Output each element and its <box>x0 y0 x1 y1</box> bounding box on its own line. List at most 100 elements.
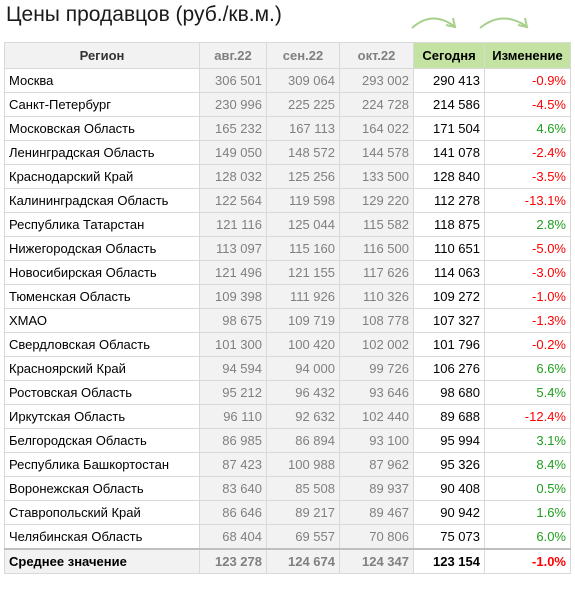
row-today: 128 840 <box>413 164 485 189</box>
row-today: 112 278 <box>413 188 485 213</box>
row-oct: 89 937 <box>339 476 414 501</box>
row-aug: 230 996 <box>199 92 267 117</box>
row-oct: 110 326 <box>339 284 414 309</box>
table-row: Иркутская Область 96 110 92 632 102 440 89 6… <box>4 404 571 429</box>
table-row: Красноярский Край 94 594 94 000 99 726 106 2… <box>4 356 571 381</box>
row-change: -1.0% <box>484 284 571 309</box>
table-row: Белгородская Область 86 985 86 894 93 100 95… <box>4 428 571 453</box>
row-region: Челябинская Область <box>4 524 200 549</box>
row-region: Москва <box>4 68 200 93</box>
row-sep: 109 719 <box>266 308 340 333</box>
row-region: Красноярский Край <box>4 356 200 381</box>
table-header-row: Регион авг.22 сен.22 окт.22 Сегодня Изме… <box>4 42 571 69</box>
row-sep: 111 926 <box>266 284 340 309</box>
row-sep: 225 225 <box>266 92 340 117</box>
row-change: 6.6% <box>484 356 571 381</box>
row-change: 5.4% <box>484 380 571 405</box>
row-region: ХМАО <box>4 308 200 333</box>
row-aug: 96 110 <box>199 404 267 429</box>
row-today: 90 942 <box>413 500 485 525</box>
column-header-region[interactable]: Регион <box>4 42 200 69</box>
row-sep: 94 000 <box>266 356 340 381</box>
table-row: Ставропольский Край 86 646 89 217 89 467 90 … <box>4 500 571 525</box>
row-oct: 70 806 <box>339 524 414 549</box>
table-row: Краснодарский Край 128 032 125 256 133 500 1… <box>4 164 571 189</box>
row-aug: 113 097 <box>199 236 267 261</box>
row-oct: 99 726 <box>339 356 414 381</box>
table-row: Калининградская Область 122 564 119 598 129… <box>4 188 571 213</box>
row-sep: 148 572 <box>266 140 340 165</box>
row-aug: 101 300 <box>199 332 267 357</box>
row-change: -13.1% <box>484 188 571 213</box>
row-region: Воронежская Область <box>4 476 200 501</box>
row-aug: 94 594 <box>199 356 267 381</box>
row-today: 214 586 <box>413 92 485 117</box>
row-today: 114 063 <box>413 260 485 285</box>
row-today: 90 408 <box>413 476 485 501</box>
column-header-oct[interactable]: окт.22 <box>339 42 414 69</box>
column-header-today[interactable]: Сегодня <box>413 42 485 69</box>
row-oct: 293 002 <box>339 68 414 93</box>
row-change: -3.5% <box>484 164 571 189</box>
row-oct: 117 626 <box>339 260 414 285</box>
row-oct: 108 778 <box>339 308 414 333</box>
row-today: 110 651 <box>413 236 485 261</box>
row-region: Иркутская Область <box>4 404 200 429</box>
row-aug: 109 398 <box>199 284 267 309</box>
average-row: Среднее значение 123 278 124 674 124 347… <box>4 547 571 574</box>
row-change: -12.4% <box>484 404 571 429</box>
row-oct: 93 100 <box>339 428 414 453</box>
row-aug: 121 116 <box>199 212 267 237</box>
row-change: 3.1% <box>484 428 571 453</box>
arrow-change-icon <box>479 17 529 29</box>
row-change: -3.0% <box>484 260 571 285</box>
column-header-aug[interactable]: авг.22 <box>199 42 267 69</box>
row-region: Нижегородская Область <box>4 236 200 261</box>
row-sep: 125 044 <box>266 212 340 237</box>
row-region: Белгородская Область <box>4 428 200 453</box>
row-today: 101 796 <box>413 332 485 357</box>
table-row: ХМАО 98 675 109 719 108 778 107 327 -1.3% <box>4 308 571 333</box>
row-region: Ростовская Область <box>4 380 200 405</box>
row-today: 95 994 <box>413 428 485 453</box>
row-change: -5.0% <box>484 236 571 261</box>
table-row: Республика Башкортостан 87 423 100 988 87 9… <box>4 452 571 477</box>
page-title: Цены продавцов (руб./кв.м.) <box>6 3 282 26</box>
row-today: 89 688 <box>413 404 485 429</box>
row-aug: 122 564 <box>199 188 267 213</box>
row-sep: 119 598 <box>266 188 340 213</box>
average-aug: 123 278 <box>199 547 267 574</box>
row-oct: 102 440 <box>339 404 414 429</box>
row-aug: 121 496 <box>199 260 267 285</box>
average-label: Среднее значение <box>4 547 200 574</box>
table-row: Московская Область 165 232 167 113 164 022 1… <box>4 116 571 141</box>
row-change: 1.6% <box>484 500 571 525</box>
row-region: Ставропольский Край <box>4 500 200 525</box>
row-change: -0.9% <box>484 68 571 93</box>
column-header-sep[interactable]: сен.22 <box>266 42 340 69</box>
table-row: Москва 306 501 309 064 293 002 290 413 -0.9% <box>4 68 571 93</box>
row-sep: 89 217 <box>266 500 340 525</box>
row-today: 98 680 <box>413 380 485 405</box>
row-oct: 224 728 <box>339 92 414 117</box>
row-region: Московская Область <box>4 116 200 141</box>
row-region: Санкт-Петербург <box>4 92 200 117</box>
row-oct: 144 578 <box>339 140 414 165</box>
average-change: -1.0% <box>484 547 571 574</box>
row-sep: 86 894 <box>266 428 340 453</box>
table-row: Воронежская Область 83 640 85 508 89 937 90 … <box>4 476 571 501</box>
row-region: Республика Башкортостан <box>4 452 200 477</box>
row-aug: 149 050 <box>199 140 267 165</box>
row-sep: 96 432 <box>266 380 340 405</box>
table-row: Республика Татарстан 121 116 125 044 115 58… <box>4 212 571 237</box>
table-row: Нижегородская Область 113 097 115 160 116 5… <box>4 236 571 261</box>
row-today: 109 272 <box>413 284 485 309</box>
column-header-change[interactable]: Изменение <box>484 42 571 69</box>
row-region: Свердловская Область <box>4 332 200 357</box>
row-aug: 83 640 <box>199 476 267 501</box>
row-sep: 121 155 <box>266 260 340 285</box>
row-oct: 129 220 <box>339 188 414 213</box>
table-row: Санкт-Петербург 230 996 225 225 224 728 214 … <box>4 92 571 117</box>
row-change: 8.4% <box>484 452 571 477</box>
row-change: -1.3% <box>484 308 571 333</box>
